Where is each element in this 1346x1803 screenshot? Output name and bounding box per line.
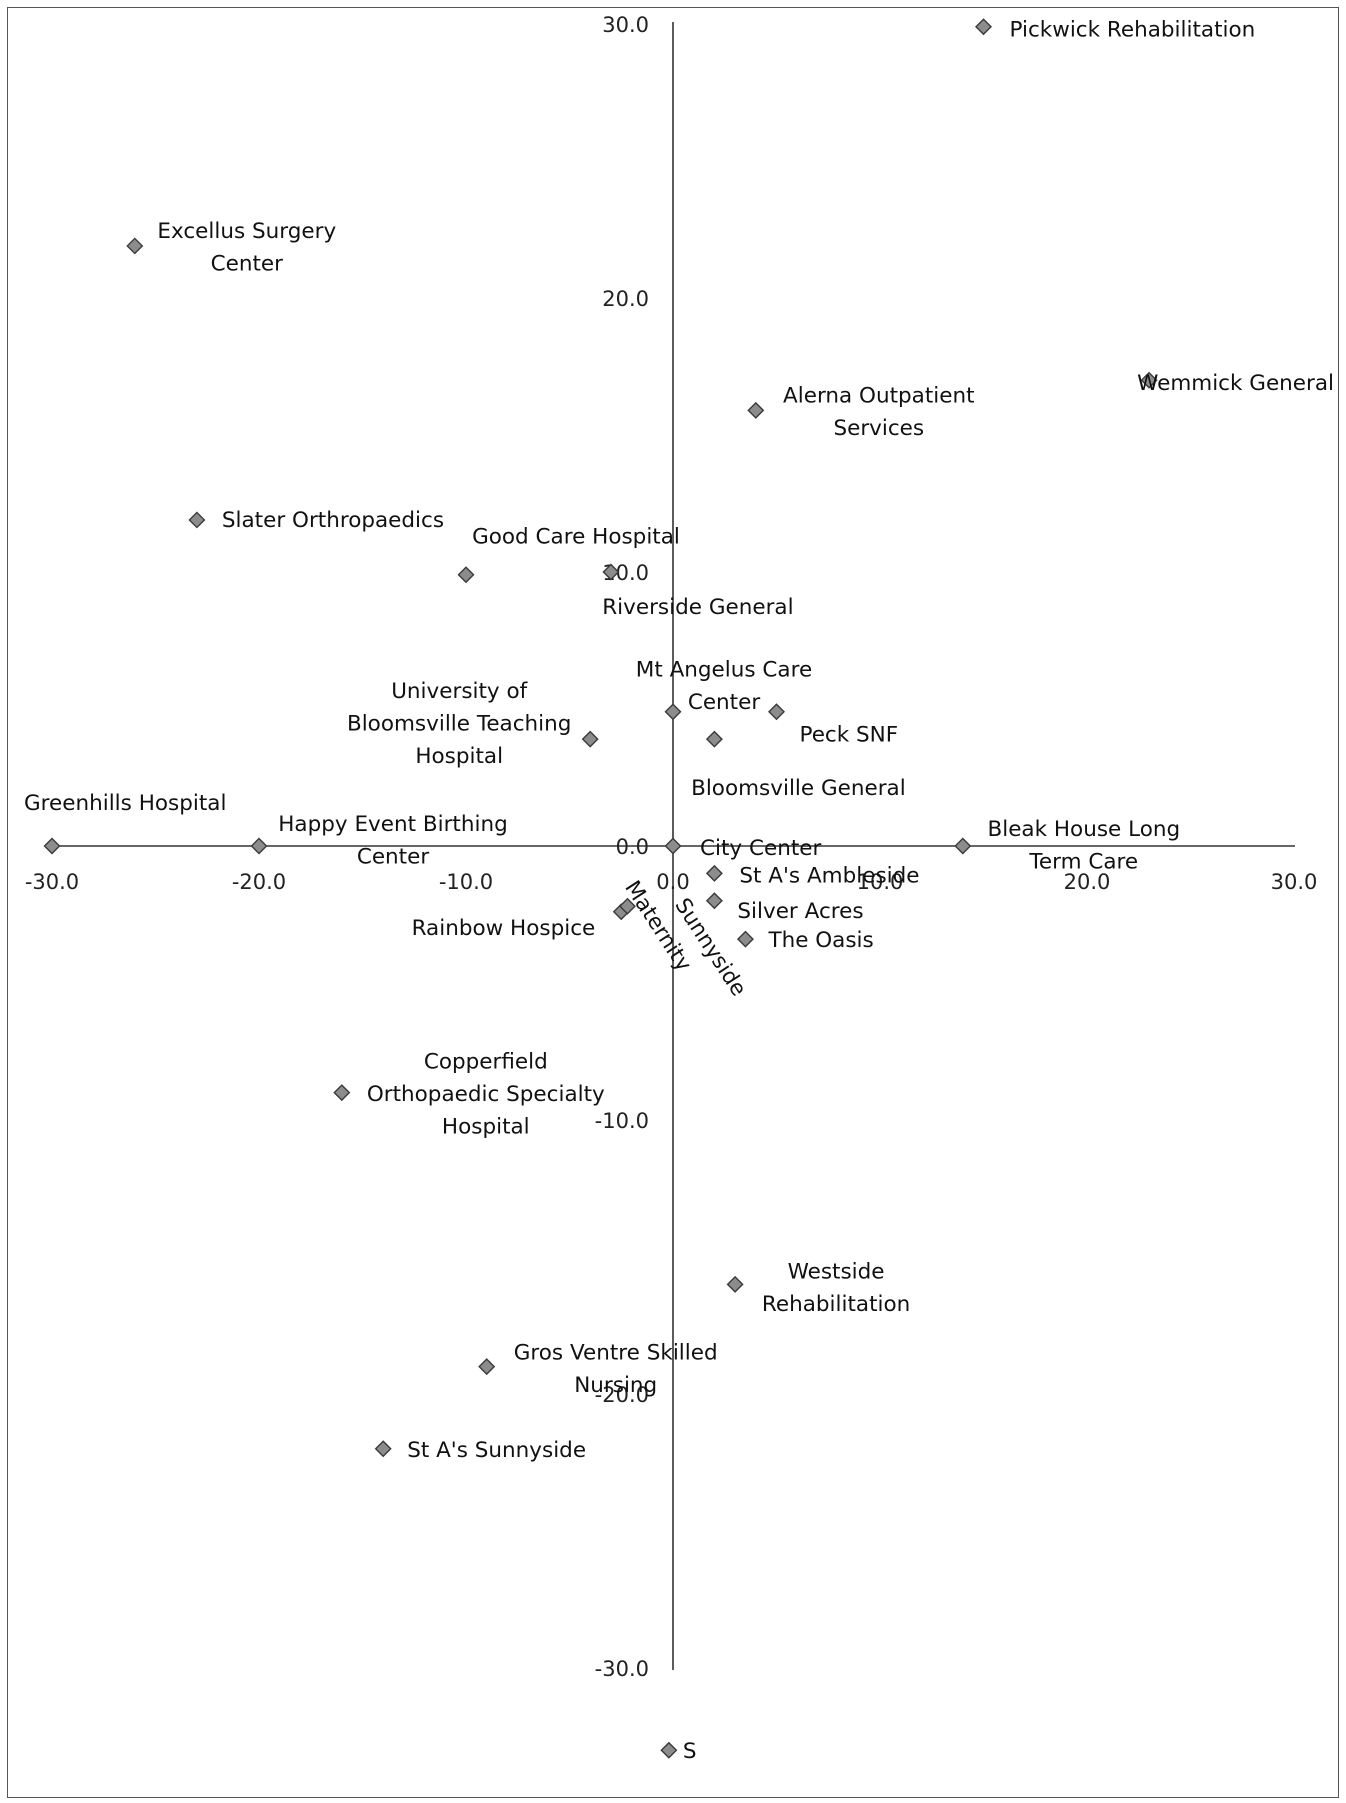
- data-point-marker: [736, 930, 754, 948]
- data-label: Riverside General: [602, 595, 793, 620]
- x-axis-tick-labels: -30.0 -20.0 -10.0 0.0 10.0 20.0 30.0: [25, 870, 1318, 894]
- y-tick-label: 30.0: [602, 13, 649, 37]
- x-tick-label: -10.0: [439, 870, 493, 894]
- data-point-marker: [188, 511, 206, 529]
- data-point-marker: [705, 730, 723, 748]
- data-label: Excellus Surgery Center: [157, 219, 336, 277]
- data-label: St A's Ambleside: [739, 863, 919, 888]
- data-point-marker: [581, 730, 599, 748]
- x-tick-label: 0.0: [656, 870, 689, 894]
- data-point-marker: [602, 563, 620, 581]
- data-label: Greenhills Hospital: [24, 791, 226, 816]
- data-label: Pickwick Rehabilitation: [1010, 18, 1256, 43]
- data-label: St A's Sunnyside: [407, 1438, 586, 1463]
- data-point-marker: [726, 1275, 744, 1293]
- y-tick-label: -20.0: [595, 1383, 649, 1407]
- x-tick-label: -30.0: [25, 870, 79, 894]
- data-point-marker: [660, 1741, 678, 1759]
- y-tick-label: 20.0: [602, 287, 649, 311]
- x-tick-label: 20.0: [1064, 870, 1111, 894]
- data-point-marker: [768, 703, 785, 721]
- data-point-marker: [954, 837, 972, 855]
- data-point-marker: [664, 703, 682, 721]
- data-point-marker: [618, 897, 636, 915]
- data-point-marker: [705, 892, 723, 910]
- data-points: [43, 18, 1158, 1759]
- data-label: S: [683, 1739, 697, 1764]
- y-tick-label: 0.0: [616, 835, 649, 859]
- data-label: Slater Orthropaedics: [222, 508, 444, 533]
- y-tick-label: -10.0: [595, 1109, 649, 1133]
- data-label: Bloomsville General: [691, 776, 906, 801]
- data-point-marker: [457, 566, 475, 584]
- data-label: City Center: [700, 836, 821, 861]
- data-point-marker: [747, 401, 765, 419]
- data-label: Silver Acres: [737, 899, 863, 924]
- data-point-marker: [43, 837, 61, 855]
- data-label: The Oasis: [767, 928, 873, 953]
- data-point-marker: [1140, 371, 1158, 389]
- data-label: Peck SNF: [800, 723, 899, 748]
- data-label: Happy Event Birthing Center: [278, 812, 508, 870]
- data-label: University of Bloomsville Teaching Hospita…: [347, 679, 571, 769]
- data-point-marker: [250, 837, 268, 855]
- data-point-marker: [705, 864, 723, 882]
- data-label: Rainbow Hospice: [412, 916, 596, 941]
- data-label: Bleak House Long Term Care: [987, 817, 1180, 875]
- x-tick-label: 30.0: [1271, 870, 1318, 894]
- data-label: Wemmick General: [1137, 371, 1334, 396]
- data-label: Gros Ventre Skilled Nursing: [514, 1341, 718, 1399]
- y-axis-tick-labels: 30.020.010.00.0-10.0-20.0-30.0: [595, 13, 649, 1681]
- data-point-marker: [664, 837, 682, 855]
- y-tick-label: -30.0: [595, 1657, 649, 1681]
- x-tick-label: -20.0: [232, 870, 286, 894]
- data-label: Good Care Hospital: [472, 525, 680, 550]
- data-label: Mt Angelus Care Center: [636, 658, 812, 716]
- data-point-marker: [478, 1358, 496, 1376]
- data-point-marker: [374, 1440, 392, 1458]
- data-label: Copperfield Orthopaedic Specialty Hospital: [367, 1050, 605, 1140]
- x-tick-label: 10.0: [857, 870, 904, 894]
- data-label: Alerna Outpatient Services: [783, 383, 975, 441]
- data-label: Westside Rehabilitation: [762, 1259, 910, 1317]
- data-point-marker: [126, 237, 144, 255]
- data-point-marker: [333, 1084, 351, 1102]
- chart-frame: [7, 7, 1339, 1798]
- data-point-marker: [975, 18, 992, 36]
